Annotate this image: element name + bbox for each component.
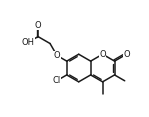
Text: O: O (123, 50, 130, 59)
Text: O: O (54, 51, 60, 60)
Text: OH: OH (22, 38, 35, 47)
Text: O: O (35, 21, 41, 30)
Text: O: O (99, 50, 106, 59)
Text: Cl: Cl (53, 76, 61, 85)
